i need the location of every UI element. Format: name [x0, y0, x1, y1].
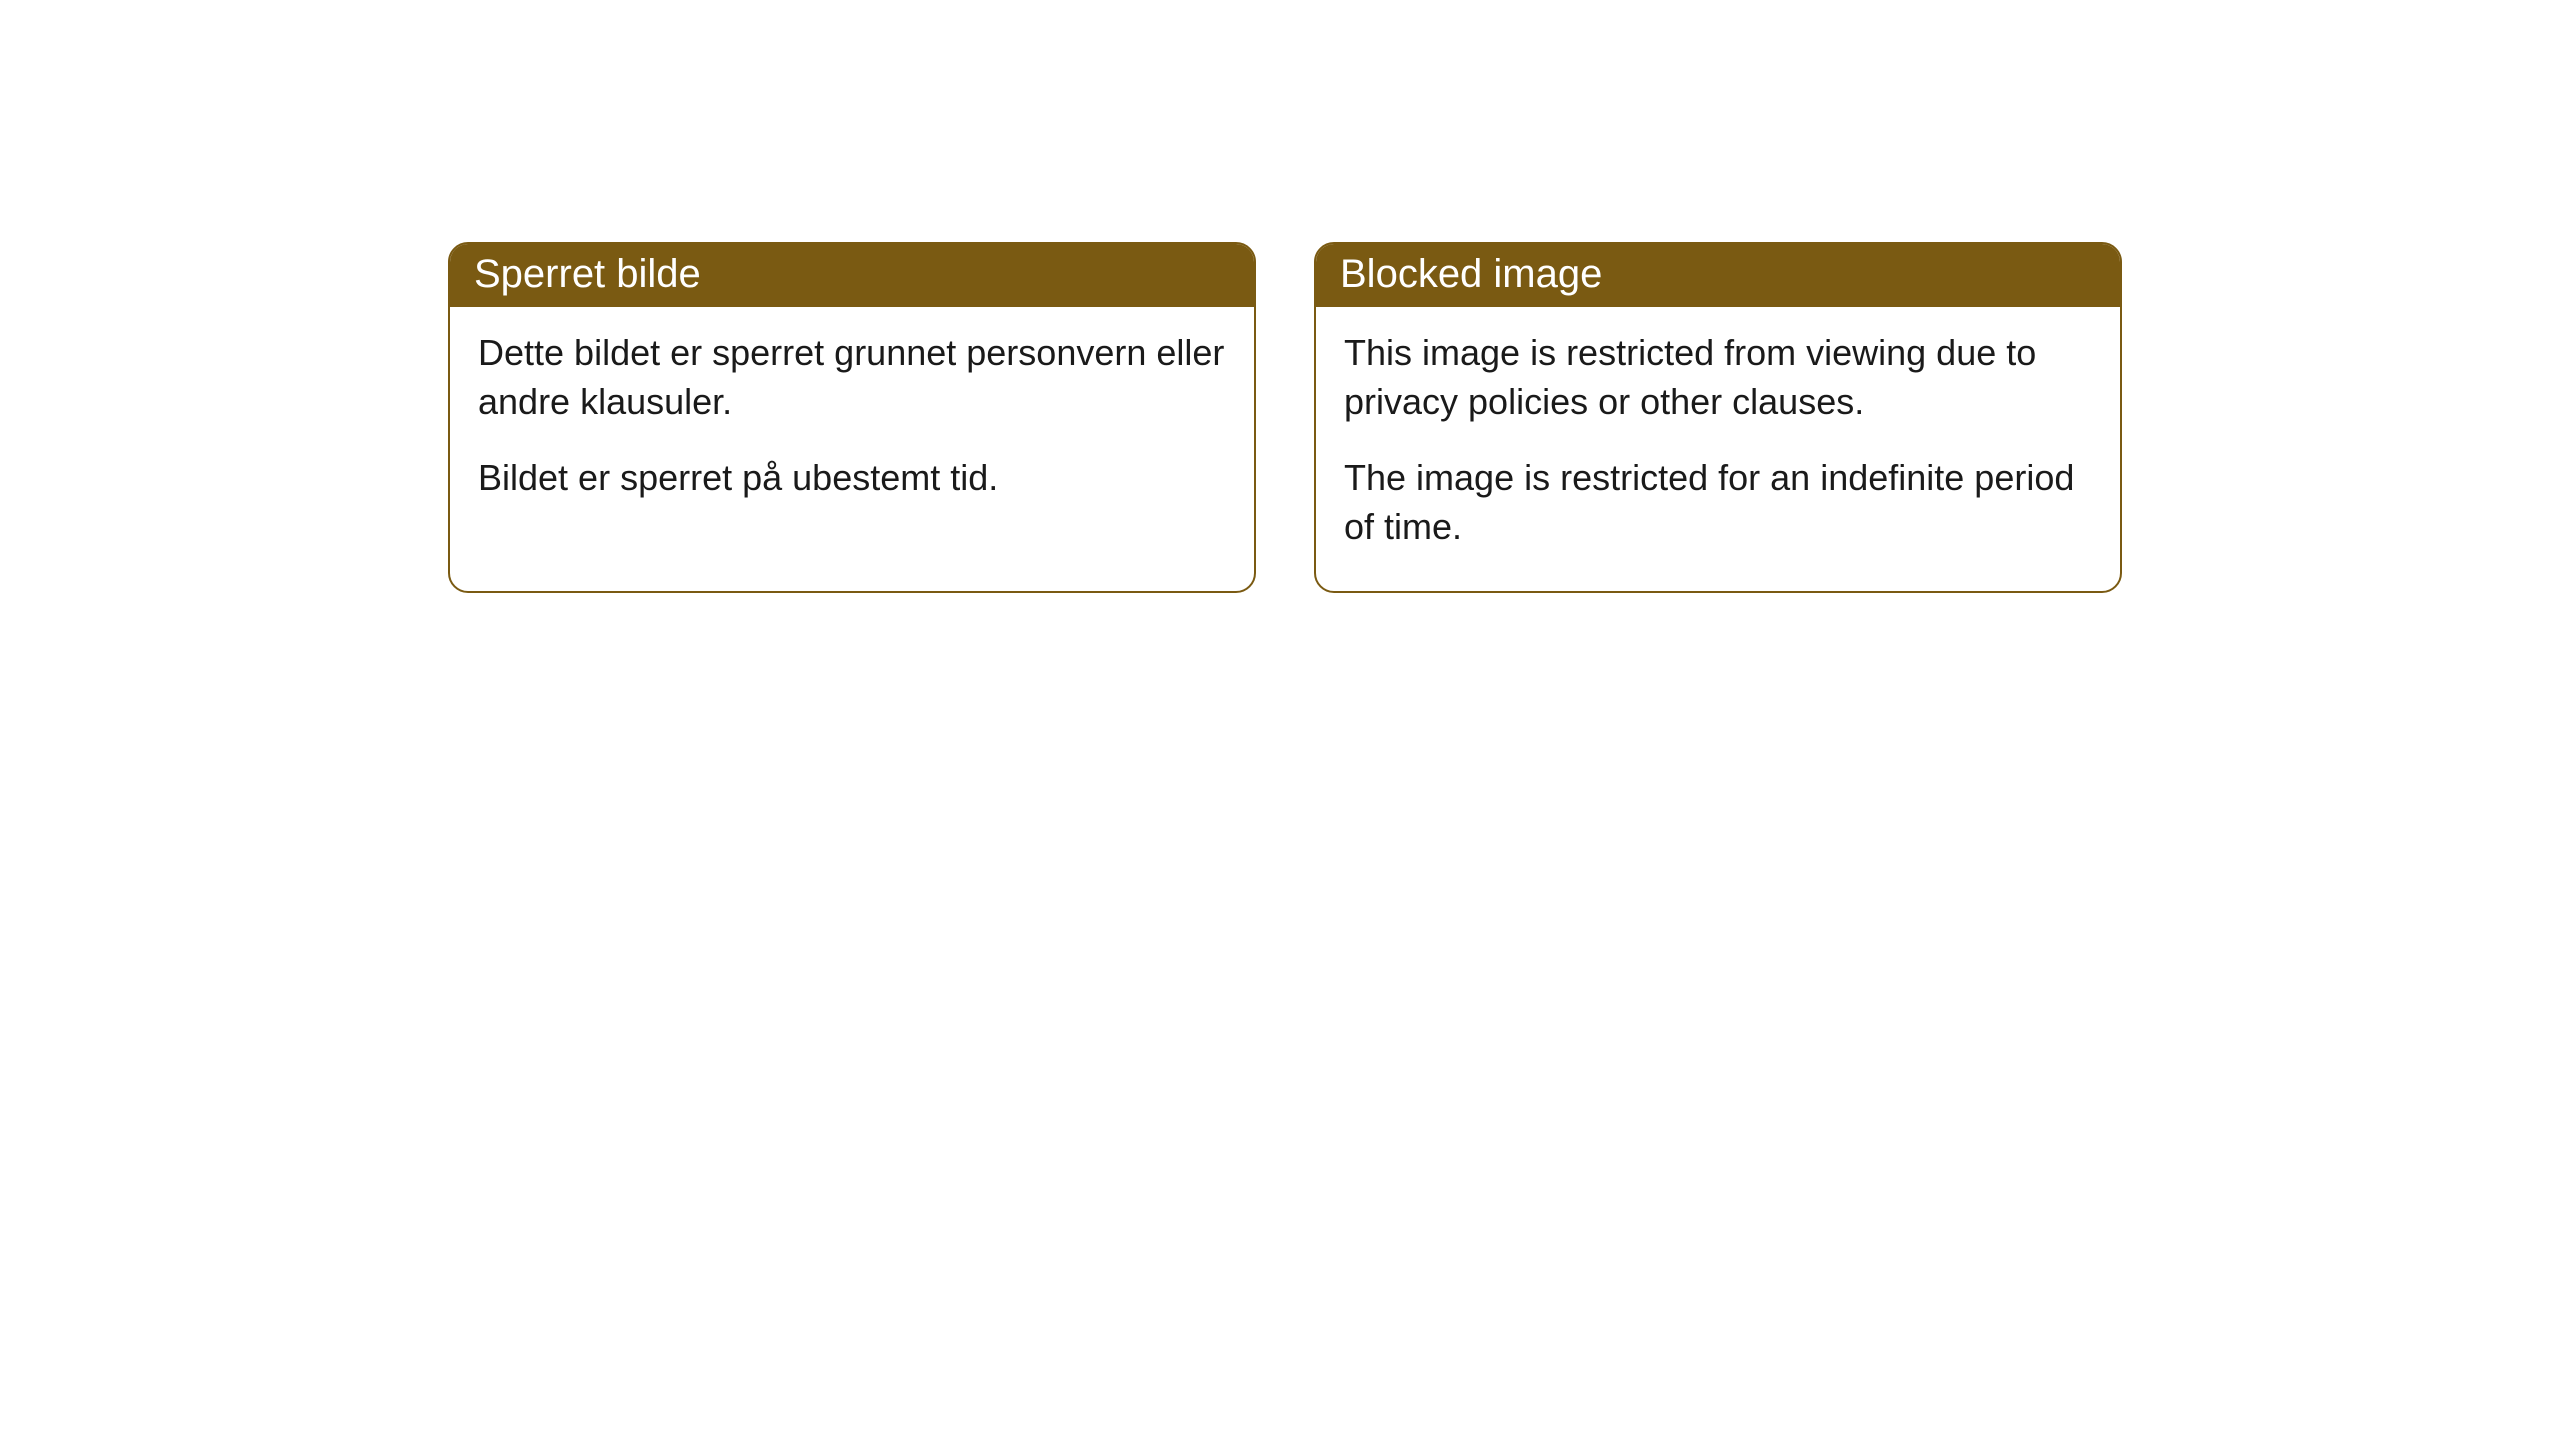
card-body-english: This image is restricted from viewing du…: [1316, 307, 2120, 591]
card-header-english: Blocked image: [1316, 244, 2120, 307]
card-title-english: Blocked image: [1340, 252, 1602, 296]
card-paragraph-1-norwegian: Dette bildet er sperret grunnet personve…: [478, 329, 1226, 426]
card-norwegian: Sperret bilde Dette bildet er sperret gr…: [448, 242, 1256, 593]
card-body-norwegian: Dette bildet er sperret grunnet personve…: [450, 307, 1254, 543]
card-paragraph-1-english: This image is restricted from viewing du…: [1344, 329, 2092, 426]
card-paragraph-2-english: The image is restricted for an indefinit…: [1344, 454, 2092, 551]
card-title-norwegian: Sperret bilde: [474, 252, 701, 296]
cards-container: Sperret bilde Dette bildet er sperret gr…: [448, 242, 2122, 593]
card-header-norwegian: Sperret bilde: [450, 244, 1254, 307]
card-paragraph-2-norwegian: Bildet er sperret på ubestemt tid.: [478, 454, 1226, 503]
card-english: Blocked image This image is restricted f…: [1314, 242, 2122, 593]
